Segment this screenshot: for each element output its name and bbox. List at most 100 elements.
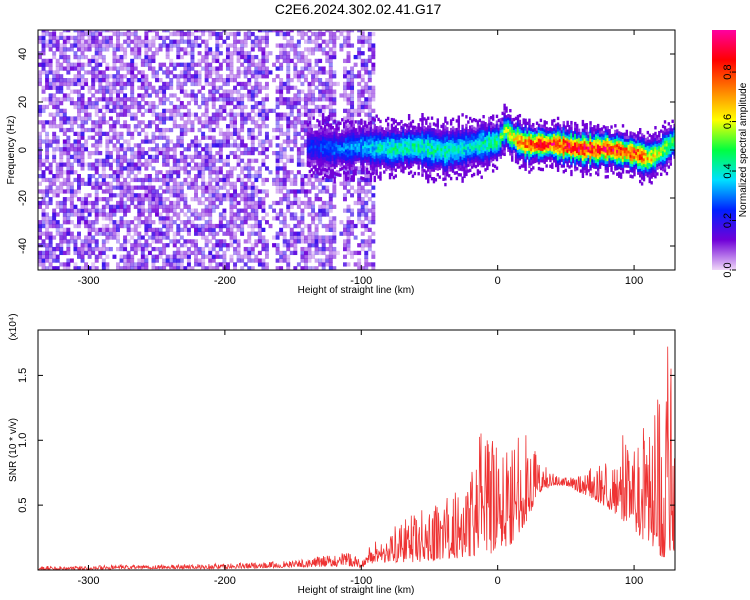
spectrogram-cell (87, 150, 92, 156)
spectrogram-cell (360, 141, 363, 146)
spectrogram-cell (45, 62, 50, 67)
spectrogram-cell (272, 150, 277, 156)
spectrogram-cell (421, 164, 424, 169)
spectrogram-cell (448, 153, 451, 158)
spectrogram-cell (130, 47, 135, 52)
spectrogram-cell (73, 250, 78, 256)
spectrogram-cell (211, 204, 216, 209)
spectrogram-cell (342, 185, 347, 190)
spectrogram-cell (423, 148, 426, 153)
spectrogram-cell (247, 81, 252, 87)
spectrogram-cell (108, 81, 113, 87)
spectrogram-cell (41, 127, 46, 133)
spectrogram-cell (310, 145, 313, 149)
spectrogram-cell (325, 145, 329, 150)
spectrogram-cell (215, 177, 220, 183)
spectrogram-cell (233, 154, 238, 160)
spectrogram-cell (381, 153, 384, 157)
spectrogram-cell (105, 200, 110, 206)
spectrogram-cell (247, 116, 252, 121)
spectrogram-cell (367, 136, 371, 140)
spectrogram-cell (218, 170, 223, 175)
spectrogram-cell (257, 108, 262, 113)
spectrogram-cell (151, 239, 156, 244)
spectrogram-cell (350, 93, 355, 98)
spectrogram-cell (339, 133, 342, 137)
spectrogram-cell (360, 243, 365, 248)
spectrogram-cell (201, 189, 206, 194)
spectrogram-cell (158, 35, 163, 40)
spectrogram-cell (279, 62, 284, 67)
spectrogram-cell (215, 193, 220, 198)
spectrogram-cell (55, 200, 60, 206)
spectrogram-cell (264, 246, 269, 252)
spectrogram-cell (218, 97, 223, 102)
spectrogram-cell (388, 155, 392, 160)
spectrogram-cell (116, 70, 120, 75)
spectrogram-cell (208, 258, 213, 263)
spectrogram-cell (341, 129, 344, 133)
spectrogram-cell (375, 134, 378, 139)
spectrogram-cell (286, 262, 291, 267)
spectrogram-cell (123, 193, 128, 198)
spectrogram-cell (275, 30, 280, 33)
spectrogram-cell (162, 120, 167, 125)
spectrogram-cell (94, 39, 99, 44)
spectrogram-cell (105, 204, 110, 209)
spectrogram-cell (430, 136, 434, 141)
spectrogram-cell (73, 246, 78, 252)
spectrogram-cell (331, 154, 334, 159)
spectrogram-cell (371, 254, 376, 259)
spectrogram-cell (98, 231, 103, 236)
spectrogram-cell (264, 250, 269, 256)
spectrogram-cell (381, 127, 384, 131)
spectrogram-cell (176, 223, 181, 229)
spectrogram-cell (318, 89, 323, 94)
spectrogram-cell (172, 104, 177, 110)
spectrogram-cell (69, 212, 74, 217)
spectrogram-cell (289, 200, 294, 206)
spectrogram-cell (204, 212, 209, 217)
spectrogram-cell (45, 31, 50, 37)
spectrogram-cell (371, 148, 375, 153)
spectrogram-cell (272, 243, 277, 248)
spectrogram-cell (329, 126, 333, 130)
spectrogram-cell (419, 155, 422, 159)
spectrogram-cell (293, 181, 298, 186)
spectrogram-cell (398, 133, 401, 137)
spectrogram-cell (247, 177, 252, 183)
spectrogram-cell (204, 97, 209, 102)
spectrogram-cell (369, 132, 373, 136)
spectrogram-cell (407, 154, 411, 158)
spectrogram-cell (325, 246, 330, 252)
spectrogram-cell (151, 258, 156, 263)
spectrogram-cell (137, 246, 142, 252)
spectrogram-cell (321, 127, 325, 131)
spectrogram-cell (367, 47, 372, 52)
spectrogram-cell (327, 163, 331, 168)
spectrogram-cell (144, 89, 149, 94)
spectrogram-cell (194, 135, 198, 140)
spectrogram-cell (442, 166, 445, 170)
spectrogram-cell (240, 223, 245, 229)
spectrogram-cell (233, 150, 238, 156)
spectrogram-cell (296, 162, 301, 167)
spectrogram-cell (151, 74, 156, 79)
spectrogram-cell (446, 129, 449, 134)
spectrogram-cell (94, 62, 99, 67)
spectrogram-cell (321, 93, 326, 98)
spectrogram-cell (105, 181, 110, 186)
spectrogram-cell (436, 155, 439, 160)
spectrogram-cell (77, 108, 81, 113)
spectrogram-cell (108, 162, 113, 167)
spectrogram-cell (354, 154, 357, 159)
spectrogram-cell (229, 74, 234, 79)
spectrogram-cell (98, 31, 103, 37)
spectrogram-cell (91, 204, 96, 209)
spectrogram-cell (247, 216, 252, 221)
spectrogram-cell (194, 30, 198, 33)
spectrogram-cell (229, 112, 234, 117)
spectrogram-cell (225, 174, 230, 179)
spectrogram-cell (264, 54, 269, 60)
spectrogram-cell (218, 212, 223, 217)
